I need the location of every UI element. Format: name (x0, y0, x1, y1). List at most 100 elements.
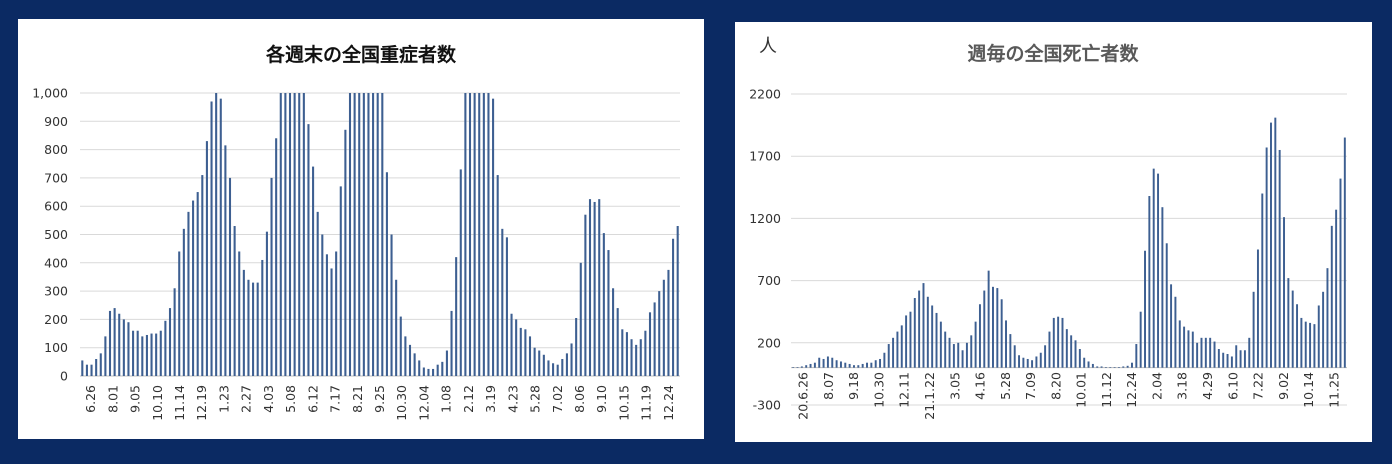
bar (145, 334, 148, 376)
bar (219, 98, 222, 376)
bar (996, 288, 999, 368)
bar (192, 200, 195, 376)
bar (1026, 358, 1029, 368)
bar (265, 231, 268, 376)
bar (970, 335, 973, 368)
bars (81, 93, 679, 377)
y-axis-unit-label: 人 (759, 36, 777, 57)
bar (796, 367, 799, 368)
bar (992, 286, 994, 368)
severe-cases-chart: 各週末の全国重症者数 0 100 200 300 400 500 600 700 800 900 1… (32, 43, 680, 421)
y-tick-label: 900 (44, 114, 68, 129)
bar (238, 251, 241, 376)
bar (542, 354, 545, 376)
bar (413, 353, 416, 376)
bar (922, 283, 925, 368)
bar (252, 282, 255, 376)
bar (1091, 363, 1094, 368)
bar (468, 93, 472, 376)
x-tick-label: 12.19 (194, 385, 209, 421)
bar (1252, 291, 1255, 368)
bar (95, 359, 98, 376)
x-tick-label: 5.28 (998, 372, 1013, 400)
bar (496, 175, 499, 376)
y-tick-label: -300 (753, 398, 781, 413)
bar (813, 362, 816, 368)
bar (325, 254, 328, 376)
bar (630, 339, 633, 376)
y-tick-label: 0 (60, 369, 68, 384)
bar (952, 344, 955, 368)
bar (809, 363, 812, 368)
bar (918, 290, 921, 368)
bar (1117, 367, 1120, 368)
bar (1000, 299, 1003, 368)
bar (672, 238, 675, 376)
bar (1291, 290, 1294, 368)
bar (612, 288, 615, 376)
x-tick-label: 7.17 (328, 385, 343, 413)
bar (1122, 366, 1125, 368)
bar (205, 141, 208, 376)
bar (445, 350, 448, 376)
x-tick-label: 8.21 (350, 385, 365, 413)
bar (1261, 193, 1264, 368)
bar (422, 367, 425, 376)
y-tick-labels: 0 100 200 300 400 500 600 700 800 900 1,000 (32, 86, 68, 384)
bar (584, 214, 587, 376)
bar (519, 327, 522, 376)
y-tick-label: 800 (44, 142, 68, 157)
bar (1083, 357, 1086, 368)
bar (1165, 243, 1168, 368)
bar (1196, 342, 1199, 368)
x-tick-label: 4.03 (261, 385, 276, 413)
bar (616, 308, 619, 376)
bar (1235, 345, 1238, 368)
bar (1009, 334, 1012, 368)
bar (399, 316, 402, 376)
bar (879, 358, 882, 368)
bar (1226, 354, 1229, 368)
bar (1313, 324, 1316, 368)
y-tick-label: 1200 (749, 211, 781, 226)
bar (215, 93, 218, 376)
bar (196, 192, 199, 376)
bar (844, 362, 847, 368)
bar (866, 362, 868, 368)
bar (961, 350, 964, 368)
bar (1178, 320, 1181, 368)
bar (210, 101, 213, 377)
bar (1317, 305, 1320, 368)
bar (667, 269, 670, 377)
bar (593, 201, 596, 376)
x-tick-label: 8.06 (572, 385, 587, 413)
chart-title: 週毎の全国死亡者数 (967, 42, 1139, 65)
bar (487, 93, 490, 376)
bar (1104, 367, 1107, 368)
bar (1187, 330, 1190, 368)
bar (983, 290, 986, 368)
bar (85, 364, 88, 376)
bar (1343, 137, 1346, 368)
bar (1013, 345, 1016, 368)
x-tick-label: 9.25 (372, 385, 387, 413)
bar (1183, 326, 1186, 368)
bar (256, 282, 259, 376)
bar (362, 93, 365, 376)
bar (224, 145, 227, 376)
bar (450, 310, 453, 376)
x-tick-label: 4.16 (973, 372, 988, 400)
bar (372, 93, 375, 376)
bar (909, 311, 912, 368)
bar (676, 226, 679, 376)
bar (579, 262, 582, 376)
x-tick-label: 11.14 (172, 385, 187, 421)
bar (1109, 367, 1112, 368)
bar (1018, 355, 1021, 368)
bar (948, 337, 951, 368)
bar (201, 175, 204, 376)
chart-title: 各週末の全国重症者数 (265, 43, 457, 66)
bar (261, 259, 264, 376)
bar (602, 233, 605, 376)
bar (1100, 366, 1103, 368)
